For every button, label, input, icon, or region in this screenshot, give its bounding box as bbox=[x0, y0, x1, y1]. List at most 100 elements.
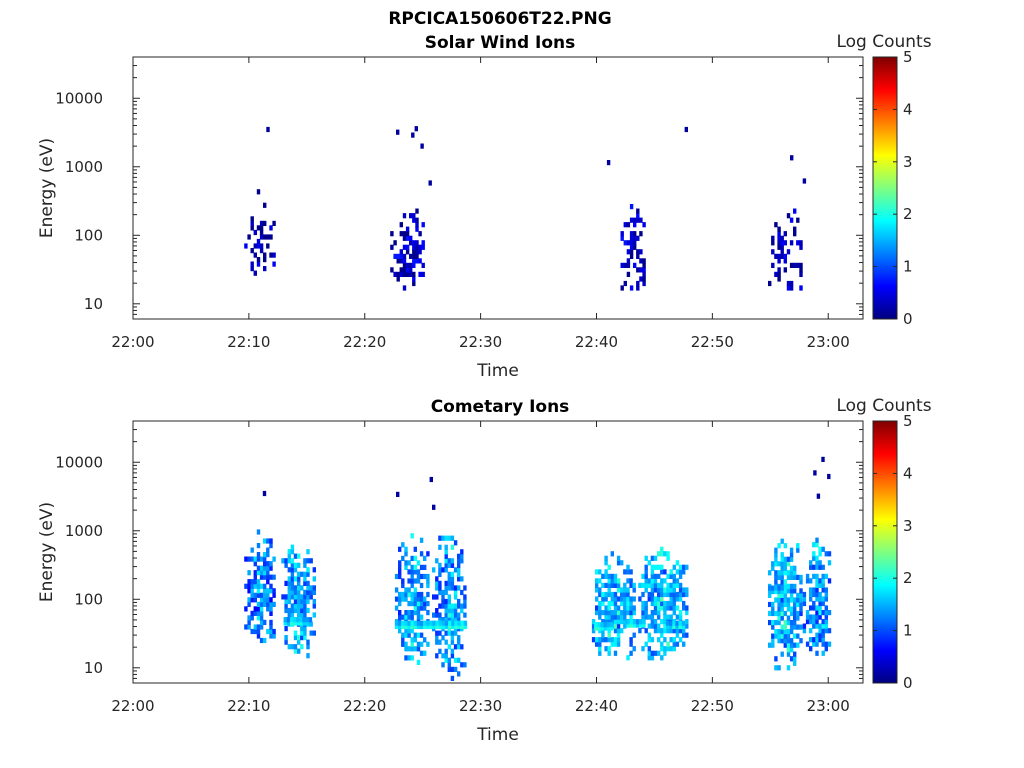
heatmap-cell bbox=[423, 623, 427, 630]
heatmap-cell bbox=[398, 623, 402, 630]
heatmap-cell bbox=[777, 620, 781, 626]
heatmap-cell bbox=[777, 601, 781, 608]
heatmap-cell bbox=[412, 244, 416, 250]
heatmap-cell bbox=[616, 641, 621, 647]
heatmap-cell bbox=[774, 570, 778, 576]
heatmap-cell bbox=[290, 594, 295, 600]
heatmap-cell bbox=[410, 582, 414, 589]
heatmap-cell bbox=[263, 583, 267, 589]
heatmap-cell bbox=[444, 623, 449, 630]
heatmap-cell bbox=[629, 217, 634, 223]
heatmap-cell bbox=[610, 637, 614, 643]
heatmap-cell bbox=[815, 537, 819, 543]
heatmap-cell bbox=[812, 619, 816, 625]
heatmap-cell bbox=[256, 552, 261, 558]
heatmap-cell bbox=[626, 596, 630, 602]
heatmap-cell bbox=[771, 610, 775, 617]
heatmap-cell bbox=[786, 213, 791, 219]
heatmap-cell bbox=[666, 555, 670, 561]
heatmap-cell bbox=[793, 610, 797, 617]
heatmap-cell bbox=[293, 594, 298, 600]
heatmap-cell bbox=[419, 605, 424, 611]
heatmap-cell bbox=[444, 657, 448, 663]
heatmap-cell bbox=[447, 666, 451, 672]
heatmap-cell bbox=[453, 567, 458, 573]
heatmap-cell bbox=[256, 261, 261, 267]
heatmap-cell bbox=[799, 638, 803, 644]
heatmap-cell bbox=[639, 619, 643, 625]
heatmap-cell bbox=[432, 620, 436, 626]
heatmap-cell bbox=[783, 597, 787, 603]
heatmap-cell bbox=[799, 285, 803, 291]
heatmap-cell bbox=[259, 243, 264, 249]
heatmap-cell bbox=[613, 605, 618, 611]
heatmap-cell bbox=[799, 610, 803, 617]
heatmap-cell bbox=[405, 271, 410, 277]
heatmap-cell bbox=[789, 647, 794, 653]
heatmap-cell bbox=[774, 597, 778, 603]
heatmap-cell bbox=[410, 596, 414, 602]
heatmap-cell bbox=[303, 576, 307, 582]
heatmap-cell bbox=[642, 258, 646, 264]
heatmap-cell bbox=[412, 249, 416, 255]
x-tick-label: 22:00 bbox=[111, 697, 154, 715]
heatmap-cell bbox=[404, 623, 408, 630]
heatmap-cell bbox=[438, 544, 442, 550]
heatmap-cell bbox=[678, 614, 683, 620]
heatmap-cell bbox=[672, 591, 676, 598]
heatmap-cell bbox=[805, 578, 810, 584]
heatmap-cell bbox=[293, 620, 297, 626]
heatmap-cell bbox=[678, 620, 682, 626]
heatmap-cell bbox=[426, 591, 430, 598]
heatmap-cell bbox=[432, 567, 436, 573]
heatmap-cell bbox=[284, 603, 288, 609]
heatmap-cell bbox=[244, 243, 248, 249]
y-axis-label: Energy (eV) bbox=[37, 502, 57, 602]
heatmap-cell bbox=[410, 637, 414, 643]
heatmap-cell bbox=[813, 470, 817, 476]
heatmap-cell bbox=[290, 644, 295, 650]
heatmap-cell bbox=[284, 594, 288, 600]
heatmap-cell bbox=[457, 623, 461, 630]
heatmap-cell bbox=[432, 623, 436, 630]
heatmap-cell bbox=[435, 630, 439, 636]
heatmap-cell bbox=[610, 614, 614, 620]
heatmap-cell bbox=[290, 612, 295, 618]
heatmap-cell bbox=[669, 623, 673, 630]
heatmap-cell bbox=[450, 666, 455, 672]
heatmap-cell bbox=[266, 234, 270, 240]
y-tick-label: 10 bbox=[84, 295, 103, 313]
heatmap-cell bbox=[306, 607, 310, 614]
heatmap-cell bbox=[451, 620, 455, 626]
heatmap-cell bbox=[620, 619, 624, 625]
heatmap-cell bbox=[399, 258, 403, 264]
heatmap-cell bbox=[299, 617, 303, 623]
heatmap-cell bbox=[780, 556, 784, 562]
heatmap-cell bbox=[768, 601, 772, 608]
heatmap-cell bbox=[247, 570, 251, 576]
heatmap-cell bbox=[657, 582, 661, 588]
heatmap-cell bbox=[777, 574, 781, 580]
heatmap-cell bbox=[653, 555, 658, 561]
heatmap-cell bbox=[606, 625, 611, 631]
heatmap-cell bbox=[685, 591, 689, 598]
heatmap-cell bbox=[777, 253, 781, 259]
heatmap-cell bbox=[629, 231, 634, 237]
heatmap-cell bbox=[263, 561, 267, 567]
heatmap-cell bbox=[660, 591, 664, 598]
colorbar-tick-label: 3 bbox=[903, 153, 913, 171]
heatmap-cell bbox=[613, 596, 618, 602]
heatmap-cell bbox=[666, 628, 670, 634]
heatmap-cell bbox=[607, 632, 611, 638]
heatmap-cell bbox=[821, 637, 825, 643]
heatmap-cell bbox=[287, 612, 291, 618]
heatmap-cell bbox=[263, 601, 267, 607]
heatmap-cell bbox=[789, 547, 794, 553]
heatmap-cell bbox=[450, 653, 455, 659]
heatmap-cell bbox=[620, 587, 624, 593]
heatmap-cell bbox=[815, 605, 819, 611]
heatmap-cell bbox=[404, 628, 408, 634]
heatmap-cell bbox=[423, 650, 427, 656]
heatmap-cell bbox=[816, 493, 821, 499]
heatmap-cell bbox=[623, 262, 627, 268]
